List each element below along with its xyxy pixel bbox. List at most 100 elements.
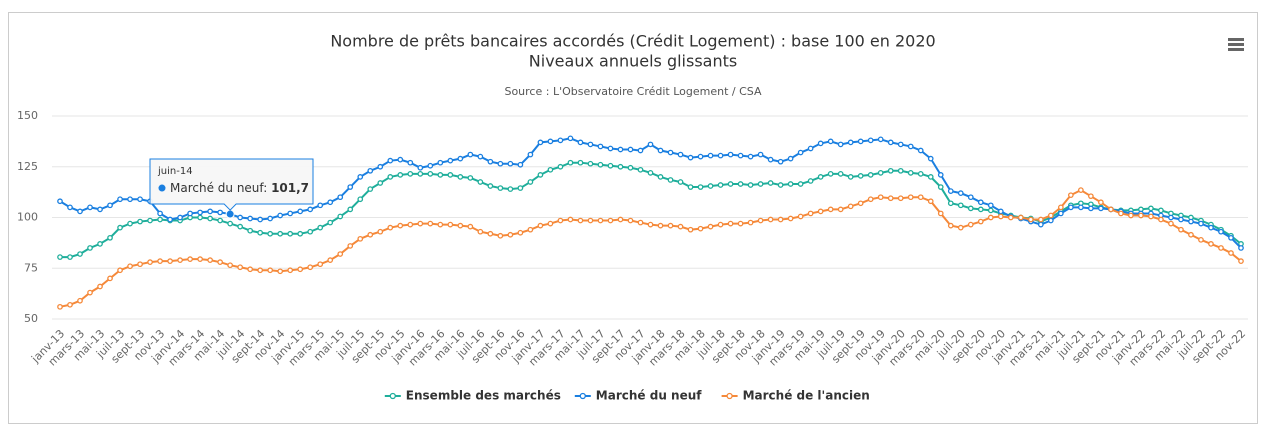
point: [347, 206, 354, 213]
point: [617, 146, 624, 153]
point: [57, 303, 63, 310]
point: [547, 220, 554, 227]
point: [1068, 204, 1074, 211]
point: [777, 182, 784, 188]
point: [957, 190, 964, 196]
legend-label: Ensemble des marchés: [406, 389, 561, 403]
point: [767, 180, 774, 186]
menu-button[interactable]: [1228, 38, 1244, 51]
point: [687, 154, 694, 161]
menu-bar: [1228, 43, 1244, 46]
point: [507, 160, 514, 167]
point: [717, 182, 724, 188]
point: [427, 162, 434, 169]
point: [677, 223, 684, 230]
point: [637, 147, 644, 154]
point: [437, 221, 444, 228]
point: [1098, 199, 1104, 206]
point: [107, 275, 113, 282]
point: [1027, 216, 1034, 223]
point: [157, 210, 163, 217]
point: [1198, 236, 1204, 243]
point: [997, 208, 1004, 215]
point: [407, 159, 414, 166]
point: [897, 141, 904, 148]
legend-item[interactable]: Ensemble des marchés: [384, 389, 561, 403]
point: [377, 180, 384, 186]
point: [607, 162, 614, 169]
point: [987, 214, 994, 221]
point: [1168, 214, 1174, 221]
point: [337, 213, 344, 220]
point: [817, 208, 824, 215]
point: [777, 216, 784, 223]
legend-label: Marché du neuf: [596, 389, 702, 403]
point: [57, 254, 63, 260]
point: [97, 206, 103, 213]
point: [307, 206, 314, 213]
point: [237, 223, 244, 230]
point: [67, 204, 73, 211]
point: [647, 221, 654, 228]
point: [657, 174, 664, 180]
point: [397, 222, 404, 229]
point: [347, 184, 354, 190]
point: [227, 220, 233, 227]
point: [417, 220, 424, 227]
point: [227, 262, 233, 269]
point: [847, 174, 854, 180]
point: [727, 181, 734, 187]
point: [877, 136, 884, 143]
point: [287, 230, 294, 237]
point: [437, 159, 444, 166]
y-tick-label: 125: [17, 160, 38, 173]
point: [347, 243, 354, 249]
point: [917, 194, 924, 201]
point: [277, 212, 284, 219]
point: [597, 161, 604, 168]
point: [497, 160, 504, 167]
chart-title: Nombre de prêts bancaires accordés (Créd…: [330, 32, 935, 51]
point: [987, 207, 994, 214]
point: [1208, 224, 1214, 231]
point: [217, 259, 223, 266]
point: [537, 139, 544, 146]
point: [1047, 217, 1054, 224]
point: [787, 181, 794, 187]
legend-item[interactable]: Marché du neuf: [574, 389, 702, 403]
point: [467, 223, 474, 230]
point: [507, 231, 514, 238]
point: [397, 156, 404, 163]
point: [267, 215, 274, 222]
point: [967, 194, 974, 201]
point: [947, 222, 954, 229]
point: [647, 141, 654, 148]
point: [657, 147, 664, 154]
point: [287, 210, 294, 217]
point: [687, 184, 694, 190]
point: [137, 261, 143, 268]
point: [217, 217, 223, 224]
point: [587, 141, 594, 148]
point: [367, 186, 374, 192]
point: [557, 137, 564, 144]
point: [307, 228, 314, 235]
point: [837, 206, 844, 213]
point: [1188, 218, 1194, 225]
point: [447, 157, 454, 164]
point: [527, 179, 534, 185]
point: [757, 151, 764, 158]
point: [617, 163, 624, 170]
point: [547, 138, 554, 145]
point: [637, 166, 644, 173]
point: [817, 174, 824, 180]
legend-item[interactable]: Marché de l'ancien: [721, 389, 870, 403]
point: [1017, 214, 1024, 221]
point: [417, 164, 424, 171]
point: [1047, 212, 1054, 219]
point: [757, 181, 764, 187]
point: [477, 228, 484, 235]
hover-point: [225, 209, 235, 219]
menu-bar: [1228, 48, 1244, 51]
